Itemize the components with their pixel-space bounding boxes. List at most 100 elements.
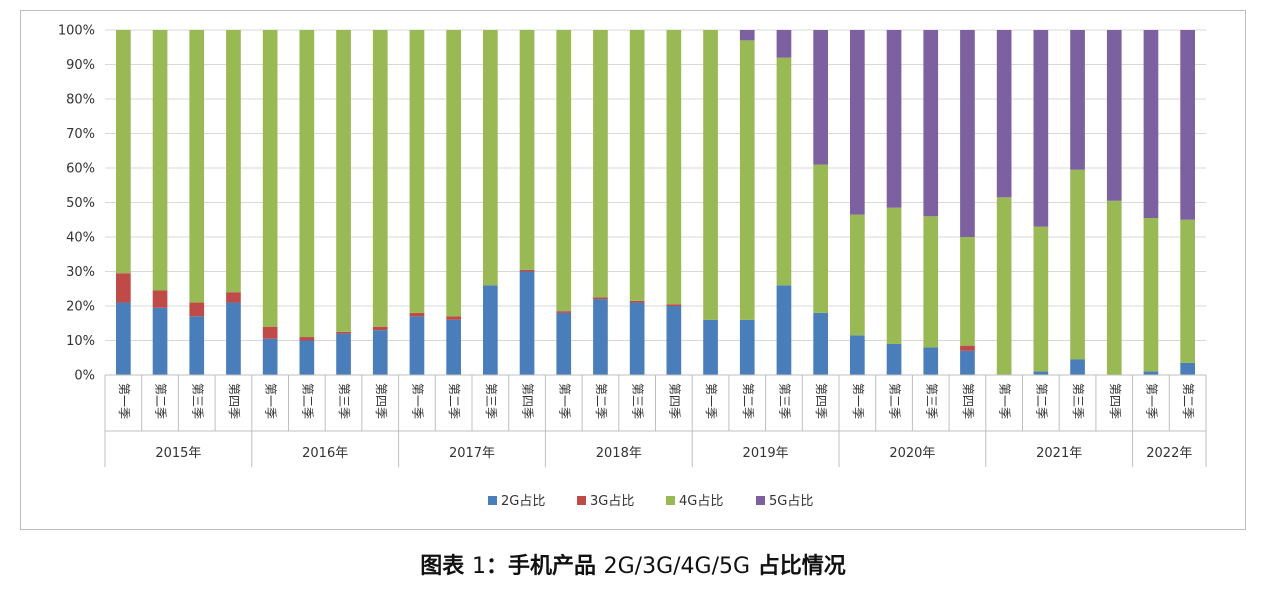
quarter-label: 第三季 (924, 383, 938, 419)
bar-segment (813, 164, 828, 313)
bar-segment (629, 302, 645, 375)
quarter-label: 第三季 (631, 383, 645, 419)
bar-segment (593, 30, 608, 298)
bar-segment (372, 330, 388, 375)
bar-segment (116, 302, 131, 375)
quarter-label: 第三季 (1071, 383, 1085, 419)
caption-title-cn-1: 手机产品 (507, 554, 596, 579)
year-label: 2016年 (302, 446, 348, 461)
bar-segment (960, 345, 975, 351)
quarter-label: 第一季 (410, 383, 424, 419)
bar-segment (1180, 362, 1195, 375)
bar-segment (1033, 371, 1049, 375)
bar-segment (226, 302, 241, 375)
quarter-label: 第一季 (1144, 383, 1158, 419)
bar-segment (1143, 371, 1159, 375)
bar-segment (336, 331, 351, 334)
bar-segment (409, 312, 425, 317)
bar-segment (739, 40, 755, 320)
bar-segment (116, 30, 131, 274)
bar-segment (262, 338, 278, 375)
year-label: 2015年 (155, 446, 201, 461)
bar-segment (1143, 30, 1159, 219)
bar-segment (593, 297, 608, 300)
bar-segment (446, 30, 461, 317)
bar-segment (116, 273, 131, 303)
quarter-label: 第一季 (557, 383, 571, 419)
year-label: 2022年 (1146, 446, 1192, 461)
bar-segment (923, 347, 939, 375)
bar-segment (850, 214, 865, 336)
y-tick-label: 90% (66, 58, 95, 73)
bar-segment (446, 319, 461, 375)
quarter-label: 第二季 (741, 383, 755, 419)
quarter-label: 第二季 (447, 383, 461, 419)
quarter-label: 第四季 (227, 383, 241, 419)
bar-segment (262, 326, 278, 339)
quarter-label: 第四季 (961, 383, 975, 419)
caption-prefix: 图表 (420, 554, 465, 579)
caption-title-lat: 2G/3G/4G/5G (603, 554, 751, 579)
year-label: 2018年 (596, 446, 642, 461)
bar-segment (409, 30, 425, 313)
bar-segment (336, 30, 351, 332)
y-tick-label: 80% (66, 93, 95, 108)
bar-segment (776, 285, 792, 375)
quarter-label: 第一季 (851, 383, 865, 419)
bar-segment (703, 30, 718, 320)
legend-swatch (756, 496, 765, 505)
bar-segment (1106, 200, 1122, 375)
caption-colon: ： (485, 554, 508, 579)
bar-segment (189, 316, 205, 375)
bar-segment (996, 197, 1012, 375)
y-tick-label: 10% (66, 334, 95, 349)
quarter-label: 第二季 (594, 383, 608, 419)
quarter-label: 第二季 (154, 383, 168, 419)
quarter-label: 第三季 (777, 383, 791, 419)
bar-segment (703, 319, 718, 375)
bar-segment (519, 30, 535, 270)
quarter-label: 第三季 (190, 383, 204, 419)
bar-segment (226, 292, 241, 303)
bar-segment (960, 350, 975, 375)
bar-segment (189, 302, 205, 317)
bar-segment (556, 311, 572, 313)
quarter-label: 第二季 (1181, 383, 1195, 419)
caption-title-cn-2: 占比情况 (757, 554, 846, 579)
bar-segment (1070, 30, 1085, 170)
legend-label: 5G占比 (769, 494, 813, 509)
bar-segment (666, 306, 682, 375)
bar-segment (629, 30, 645, 301)
bar-segment (886, 343, 902, 375)
bar-segment (299, 30, 315, 338)
y-tick-label: 20% (66, 300, 95, 315)
y-tick-label: 70% (66, 127, 95, 142)
bar-segment (1143, 218, 1159, 372)
quarter-label: 第四季 (814, 383, 828, 419)
bar-segment (189, 30, 205, 303)
quarter-label: 第二季 (888, 383, 902, 419)
bar-segment (739, 30, 755, 41)
legend-label: 4G占比 (679, 494, 723, 509)
bar-segment (372, 30, 388, 327)
bar-segment (299, 340, 315, 375)
year-label: 2020年 (889, 446, 935, 461)
bar-segment (1106, 30, 1122, 201)
bar-segment (813, 30, 828, 165)
bar-segment (1033, 30, 1049, 227)
bar-segment (776, 57, 792, 286)
bar-segment (152, 30, 168, 291)
caption-number: 1 (471, 554, 486, 579)
quarter-label: 第四季 (374, 383, 388, 419)
quarter-label: 第四季 (521, 383, 535, 419)
bar-segment (666, 30, 682, 305)
quarter-label: 第三季 (337, 383, 351, 419)
bar-segment (262, 30, 278, 327)
bar-segment (923, 216, 939, 348)
bar-segment (960, 237, 975, 346)
bar-segment (666, 304, 682, 306)
bar-segment (519, 271, 535, 375)
bar-segment (923, 30, 939, 217)
quarter-label: 第四季 (667, 383, 681, 419)
bar-segment (1070, 359, 1085, 375)
